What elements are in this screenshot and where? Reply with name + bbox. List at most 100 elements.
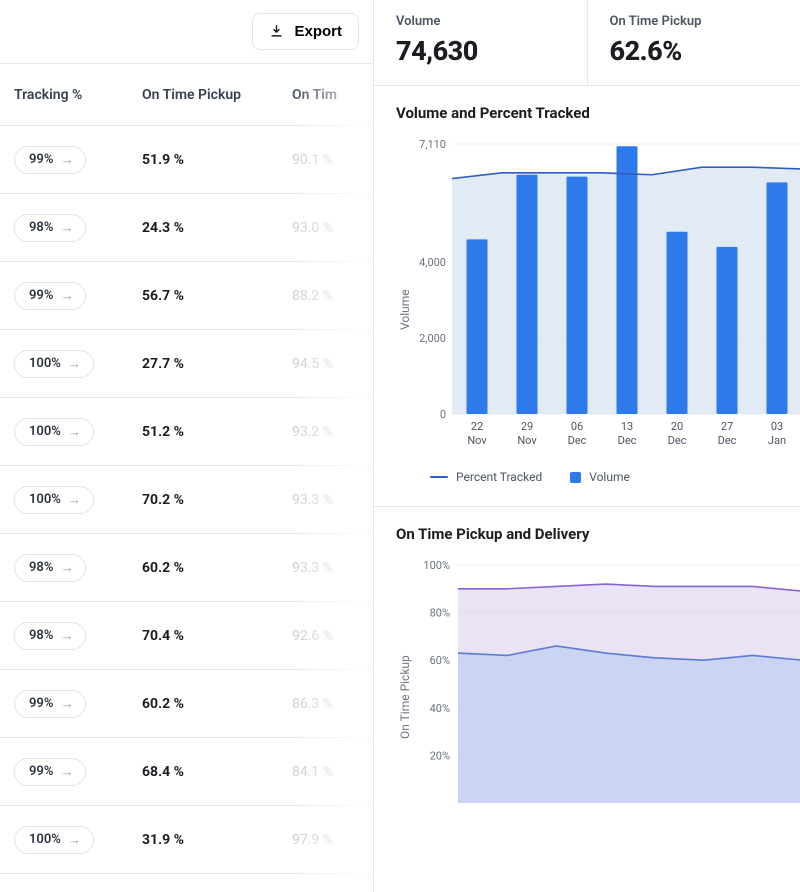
tracking-pill[interactable]: 100% → <box>14 826 94 854</box>
svg-text:60%: 60% <box>430 654 450 667</box>
chart1-title: Volume and Percent Tracked <box>396 104 800 122</box>
on-time-2-value: 86.3 % <box>292 696 333 712</box>
svg-text:Nov: Nov <box>517 434 537 447</box>
svg-text:Nov: Nov <box>467 434 487 447</box>
on-time-pickup-value: 24.3 % <box>142 220 184 236</box>
table-row: 99% → 60.2 % 86.3 % <box>0 670 373 738</box>
svg-text:20%: 20% <box>430 749 450 762</box>
svg-text:Jan: Jan <box>768 434 786 447</box>
on-time-2-value: 84.1 % <box>292 764 333 780</box>
on-time-2-value: 88.2 % <box>292 288 333 304</box>
table-row: 98% → 70.4 % 92.6 % <box>0 602 373 670</box>
column-header-tracking: Tracking % <box>0 87 128 103</box>
arrow-right-icon: → <box>60 152 73 168</box>
tracking-pill-value: 99% <box>29 696 53 711</box>
tracking-pill[interactable]: 99%→ <box>14 282 86 310</box>
tracking-pill-value: 99% <box>29 764 53 779</box>
kpi-row: Volume 74,630 On Time Pickup 62.6% <box>374 0 800 86</box>
arrow-right-icon: → <box>68 356 81 372</box>
tracking-pill[interactable]: 99% → <box>14 146 86 174</box>
tracking-pill-value: 100% <box>29 492 61 507</box>
table-body: 99%→51.9 %90.1 %98%→24.3 %93.0 %99%→56.7… <box>0 126 373 892</box>
svg-text:22: 22 <box>471 420 483 433</box>
kpi-volume-value: 74,630 <box>396 35 565 67</box>
tracking-pill[interactable]: 100% → <box>14 418 94 446</box>
on-time-2-value: 93.3 % <box>292 492 333 508</box>
tracking-pill[interactable]: 98% → <box>14 622 86 650</box>
arrow-right-icon: → <box>60 764 73 780</box>
svg-text:27: 27 <box>721 420 733 433</box>
section-volume-tracked: Volume and Percent Tracked Volume 0 2,000… <box>374 86 800 507</box>
arrow-right-icon: → <box>60 628 73 644</box>
svg-text:40%: 40% <box>430 702 450 715</box>
legend-square-swatch <box>570 472 581 483</box>
right-panel: Volume 74,630 On Time Pickup 62.6% Volum… <box>374 0 800 892</box>
arrow-right-icon: → <box>68 832 81 848</box>
on-time-pickup-value: 60.2 % <box>142 696 184 712</box>
svg-text:2,000: 2,000 <box>419 332 446 345</box>
arrow-right-icon: → <box>60 220 73 236</box>
tracking-pill-value: 100% <box>29 424 61 439</box>
kpi-on-time-pickup[interactable]: On Time Pickup 62.6% <box>587 0 800 85</box>
arrow-right-icon: → <box>68 424 81 440</box>
tracking-pill-value: 98% <box>29 628 53 643</box>
on-time-pickup-value: 68.4 % <box>142 764 184 780</box>
column-header-on-time-pickup: On Time Pickup <box>128 87 278 103</box>
tracking-pill[interactable]: 98% → <box>14 214 86 242</box>
legend-volume-label: Volume <box>589 470 630 484</box>
on-time-2-value: 93.3 % <box>292 560 333 576</box>
on-time-pickup-value: 56.7 % <box>142 288 184 304</box>
svg-text:0: 0 <box>440 408 446 421</box>
on-time-pickup-value: 27.7 % <box>142 356 184 372</box>
tracking-pill[interactable]: 99% → <box>14 690 86 718</box>
chart2-title: On Time Pickup and Delivery <box>396 525 800 543</box>
legend-percent-tracked-label: Percent Tracked <box>456 470 542 484</box>
table-row: 99%→51.9 %90.1 % <box>0 126 373 194</box>
arrow-right-icon: → <box>60 288 73 304</box>
chart1-ylabel: Volume <box>396 136 412 454</box>
left-toolbar: Export <box>0 0 373 64</box>
arrow-right-icon: → <box>60 696 73 712</box>
kpi-volume[interactable]: Volume 74,630 <box>374 0 587 85</box>
table-row: 98%→24.3 %93.0 % <box>0 194 373 262</box>
table-row: 99%→ 56.7 % 88.2 % <box>0 262 373 330</box>
export-button-label: Export <box>294 23 342 40</box>
table-row: 100% → 27.7 % 94.5 % <box>0 330 373 398</box>
svg-text:Dec: Dec <box>668 434 687 447</box>
tracking-pill[interactable]: 99% → <box>14 758 86 786</box>
tracking-pill-value: 100% <box>29 832 61 847</box>
table-header: Tracking % On Time Pickup On Tim <box>0 64 373 126</box>
export-button[interactable]: Export <box>252 13 359 50</box>
tracking-pill[interactable]: 100% → <box>14 350 94 378</box>
tracking-pill[interactable]: 98%→ <box>14 554 86 582</box>
download-icon <box>269 24 284 39</box>
tracking-pill[interactable]: 100%→ <box>14 486 94 514</box>
on-time-2-value: 92.6 % <box>292 628 333 644</box>
on-time-2-value: 90.1 % <box>292 152 333 168</box>
on-time-2-value: 93.2 % <box>292 424 333 440</box>
svg-text:06: 06 <box>571 420 583 433</box>
on-time-2-value: 94.5 % <box>292 356 333 372</box>
left-panel: Export Tracking % On Time Pickup On Tim … <box>0 0 374 892</box>
tracking-pill-value: 100% <box>29 356 61 371</box>
tracking-pill-value: 99% <box>29 152 53 167</box>
svg-text:Dec: Dec <box>718 434 737 447</box>
svg-text:7,110: 7,110 <box>419 138 446 151</box>
legend-percent-tracked: Percent Tracked <box>430 470 542 484</box>
svg-text:13: 13 <box>621 420 633 433</box>
legend-line-swatch <box>430 476 448 478</box>
svg-text:80%: 80% <box>430 607 450 620</box>
on-time-pickup-value: 31.9 % <box>142 832 184 848</box>
chart-on-time: 20%40%60%80%100% <box>412 557 800 807</box>
table-row: 98%→60.2 %93.3 % <box>0 534 373 602</box>
svg-text:4,000: 4,000 <box>419 256 446 269</box>
chart1-legend: Percent Tracked Volume <box>430 470 800 484</box>
tracking-pill-value: 98% <box>29 220 53 235</box>
svg-text:Dec: Dec <box>568 434 587 447</box>
chart2-ylabel: On Time Pickup <box>396 557 412 807</box>
kpi-otp-value: 62.6% <box>610 35 779 67</box>
svg-text:29: 29 <box>521 420 533 433</box>
legend-volume: Volume <box>570 470 630 484</box>
chart-volume-tracked: 02,0004,0007,11022Nov29Nov06Dec13Dec20De… <box>412 136 800 454</box>
on-time-pickup-value: 70.4 % <box>142 628 184 644</box>
